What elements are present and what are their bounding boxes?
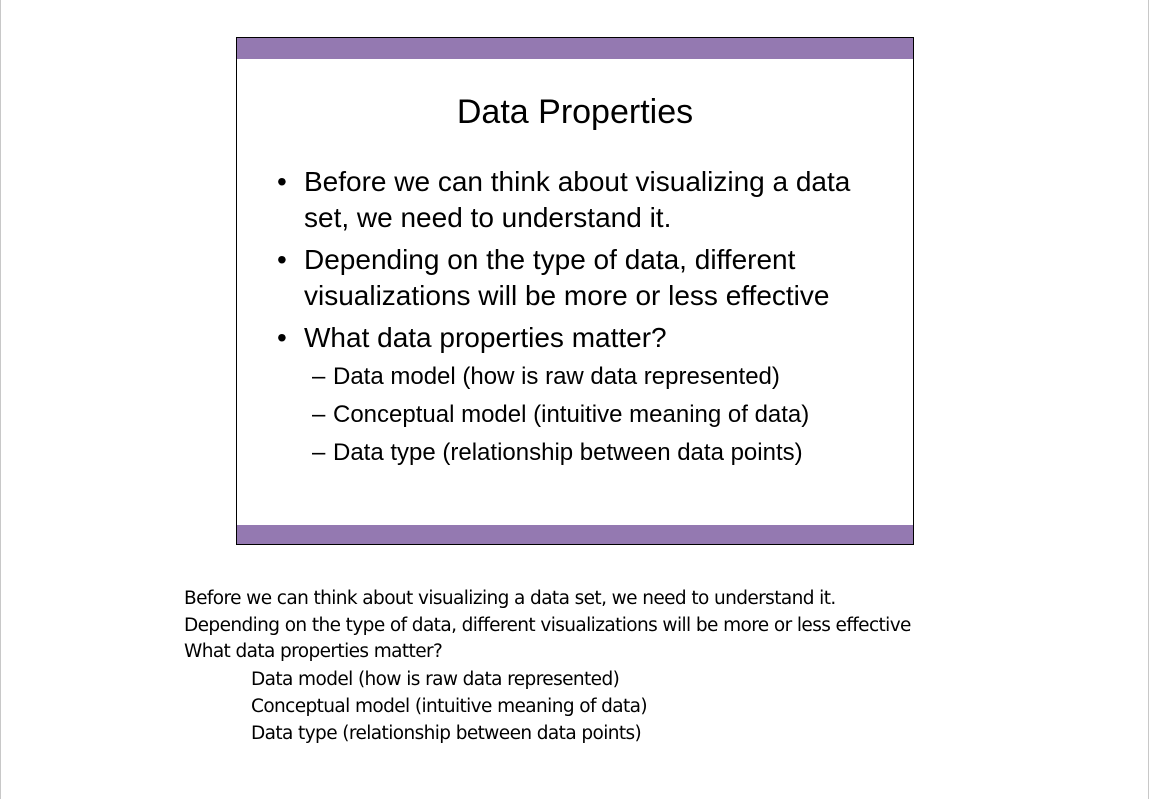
notes-line: What data properties matter? (184, 641, 443, 662)
slide-sub-bullet-text: Data type (relationship between data poi… (333, 439, 803, 466)
slide-top-band (237, 38, 913, 59)
slide-sub-bullet: – Data model (how is raw data represente… (312, 358, 905, 396)
slide-bullet-text: What data properties matter? (304, 322, 667, 353)
slide-bullet: • Depending on the type of data, differe… (277, 242, 897, 314)
slide-bullet-list: • Before we can think about visualizing … (277, 164, 897, 478)
notes-line: Before we can think about visualizing a … (184, 588, 836, 609)
notes-sub-line: Data model (how is raw data represented) (251, 668, 620, 690)
slide-title: Data Properties (456, 93, 694, 131)
notes-line: Depending on the type of data, different… (184, 614, 911, 636)
slide-sub-bullet-text: Conceptual model (intuitive meaning of d… (333, 401, 810, 428)
dash-glyph: – (312, 439, 326, 466)
slide-sub-bullet: – Conceptual model (intuitive meaning of… (312, 396, 905, 434)
notes-sub-line: Conceptual model (intuitive meaning of d… (251, 695, 648, 717)
slide-sub-bullet: – Data type (relationship between data p… (312, 434, 905, 472)
slide-sub-bullet-list: – Data model (how is raw data represente… (304, 358, 897, 472)
slide-bullet-text: Depending on the type of data, different… (304, 244, 830, 311)
slide-bullet: • Before we can think about visualizing … (277, 164, 897, 236)
slide-sub-bullet-text: Data model (how is raw data represented) (333, 363, 780, 390)
bullet-glyph: • (277, 322, 287, 353)
slide-bullet: • What data properties matter? – Data mo… (277, 320, 897, 472)
slide-bottom-band (237, 525, 913, 544)
bullet-glyph: • (277, 244, 287, 275)
slide: Data Properties • Before we can think ab… (236, 37, 914, 545)
dash-glyph: – (312, 363, 326, 390)
speaker-notes: Before we can think about visualizing a … (184, 586, 911, 747)
dash-glyph: – (312, 401, 326, 428)
slide-bullet-text: Before we can think about visualizing a … (304, 166, 851, 233)
bullet-glyph: • (277, 166, 287, 197)
notes-sub-line: Data type (relationship between data poi… (251, 722, 642, 744)
